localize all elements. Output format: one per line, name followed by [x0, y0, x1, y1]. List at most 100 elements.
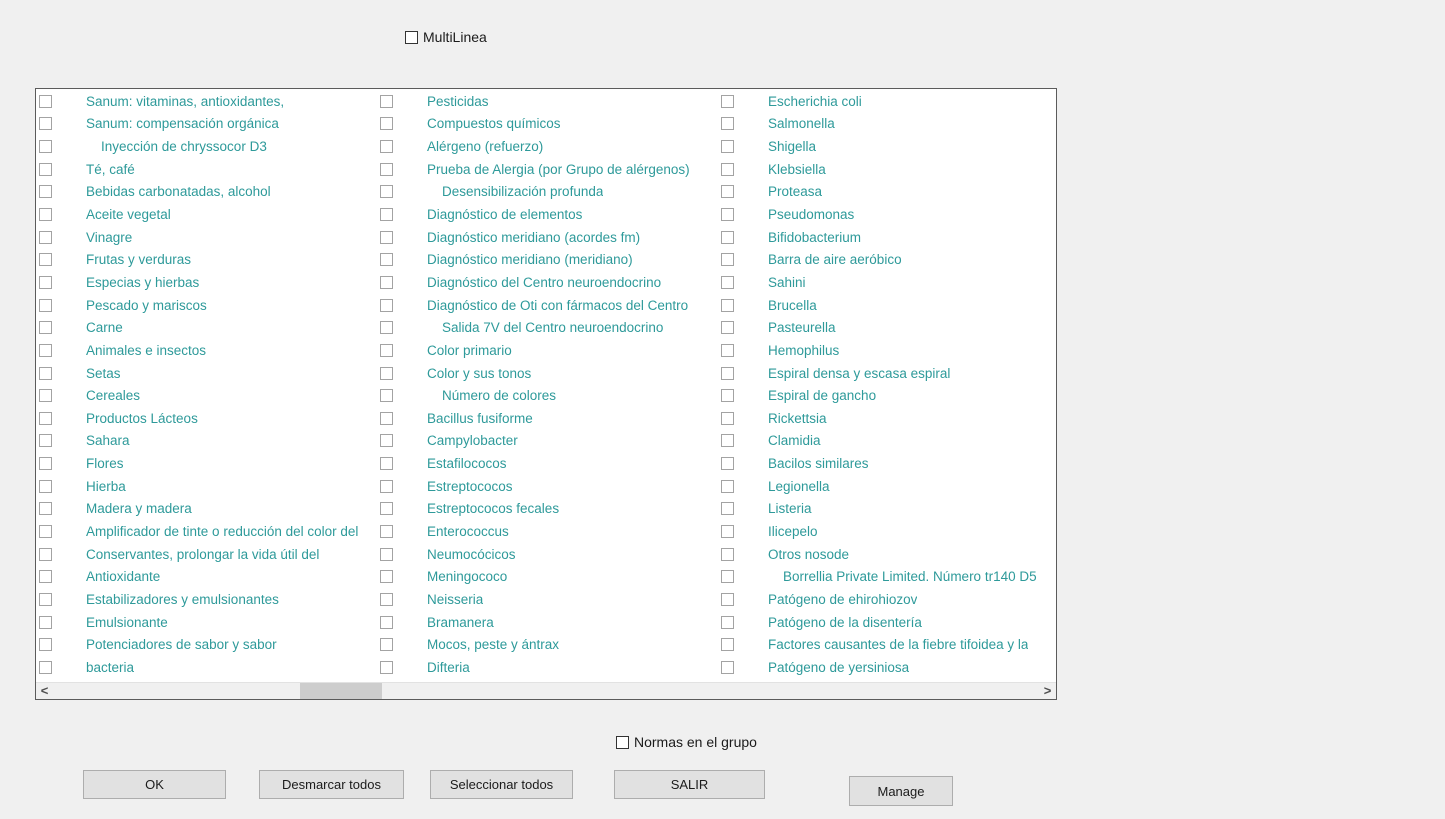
- item-checkbox[interactable]: [39, 615, 52, 629]
- item-label[interactable]: Sanum: compensación orgánica: [86, 116, 279, 132]
- item-checkbox[interactable]: [39, 117, 52, 131]
- item-checkbox[interactable]: [39, 321, 52, 335]
- item-label[interactable]: Borrellia Private Limited. Número tr140 …: [783, 569, 1037, 585]
- item-checkbox[interactable]: [380, 208, 393, 222]
- item-label[interactable]: Diagnóstico de elementos: [427, 207, 583, 223]
- item-checkbox[interactable]: [380, 389, 393, 403]
- item-checkbox[interactable]: [721, 117, 734, 131]
- item-checkbox[interactable]: [39, 253, 52, 267]
- item-label[interactable]: Conservantes, prolongar la vida útil del: [86, 546, 320, 562]
- item-checkbox[interactable]: [39, 547, 52, 561]
- item-label[interactable]: Setas: [86, 365, 121, 381]
- item-label[interactable]: Bifidobacterium: [768, 229, 862, 245]
- item-label[interactable]: Sanum: vitaminas, antioxidantes,: [86, 93, 285, 109]
- item-label[interactable]: Compuestos químicos: [427, 116, 561, 132]
- item-checkbox[interactable]: [39, 434, 52, 448]
- item-label[interactable]: Flores: [86, 456, 124, 472]
- item-checkbox[interactable]: [380, 275, 393, 289]
- item-checkbox[interactable]: [721, 547, 734, 561]
- item-label[interactable]: Brucella: [768, 297, 817, 313]
- item-checkbox[interactable]: [380, 479, 393, 493]
- item-checkbox[interactable]: [39, 185, 52, 199]
- item-checkbox[interactable]: [380, 343, 393, 357]
- item-label[interactable]: Patógeno de yersiniosa: [768, 659, 910, 675]
- scroll-left-arrow-icon[interactable]: <: [40, 683, 49, 698]
- item-label[interactable]: Enterococcus: [427, 523, 509, 539]
- item-checkbox[interactable]: [380, 615, 393, 629]
- items-listbox[interactable]: Sanum: vitaminas, antioxidantes, Sanum: c…: [35, 88, 1057, 700]
- item-checkbox[interactable]: [380, 253, 393, 267]
- item-checkbox[interactable]: [721, 366, 734, 380]
- item-checkbox[interactable]: [39, 592, 52, 606]
- item-checkbox[interactable]: [39, 162, 52, 176]
- select-all-button[interactable]: Seleccionar todos: [430, 770, 573, 799]
- item-label[interactable]: Madera y madera: [86, 501, 192, 517]
- item-checkbox[interactable]: [39, 94, 52, 108]
- item-checkbox[interactable]: [721, 253, 734, 267]
- item-checkbox[interactable]: [39, 524, 52, 538]
- item-label[interactable]: Productos Lácteos: [86, 410, 198, 426]
- manage-button[interactable]: Manage: [849, 776, 953, 806]
- item-label[interactable]: bacteria: [86, 659, 135, 675]
- item-checkbox[interactable]: [380, 185, 393, 199]
- deselect-all-button[interactable]: Desmarcar todos: [259, 770, 404, 799]
- scrollbar-thumb[interactable]: [300, 683, 382, 699]
- item-checkbox[interactable]: [39, 457, 52, 471]
- item-checkbox[interactable]: [380, 660, 393, 674]
- item-label[interactable]: Pesticidas: [427, 93, 489, 109]
- item-label[interactable]: Patógeno de ehirohiozov: [768, 591, 918, 607]
- item-checkbox[interactable]: [380, 162, 393, 176]
- multilinea-checkbox-group[interactable]: MultiLinea: [405, 29, 487, 45]
- item-checkbox[interactable]: [721, 298, 734, 312]
- item-checkbox[interactable]: [721, 660, 734, 674]
- item-label[interactable]: Salida 7V del Centro neuroendocrino: [442, 320, 664, 336]
- item-label[interactable]: Campylobacter: [427, 433, 518, 449]
- scroll-right-arrow-icon[interactable]: >: [1043, 683, 1052, 698]
- item-checkbox[interactable]: [39, 140, 52, 154]
- horizontal-scrollbar[interactable]: < >: [36, 682, 1056, 699]
- item-label[interactable]: Aceite vegetal: [86, 207, 171, 223]
- item-checkbox[interactable]: [380, 298, 393, 312]
- item-label[interactable]: Potenciadores de sabor y sabor: [86, 637, 277, 653]
- item-label[interactable]: Clamidia: [768, 433, 821, 449]
- item-checkbox[interactable]: [380, 524, 393, 538]
- item-label[interactable]: Ilicepelo: [768, 523, 818, 539]
- item-label[interactable]: Sahara: [86, 433, 130, 449]
- item-checkbox[interactable]: [721, 502, 734, 516]
- item-checkbox[interactable]: [721, 592, 734, 606]
- item-label[interactable]: Carne: [86, 320, 123, 336]
- item-label[interactable]: Estafilococos: [427, 456, 507, 472]
- item-checkbox[interactable]: [721, 411, 734, 425]
- item-label[interactable]: Espiral de gancho: [768, 388, 877, 404]
- item-checkbox[interactable]: [721, 389, 734, 403]
- item-checkbox[interactable]: [39, 502, 52, 516]
- item-label[interactable]: Cereales: [86, 388, 141, 404]
- item-checkbox[interactable]: [380, 502, 393, 516]
- item-checkbox[interactable]: [380, 411, 393, 425]
- item-checkbox[interactable]: [721, 275, 734, 289]
- item-label[interactable]: Rickettsia: [768, 410, 827, 426]
- item-checkbox[interactable]: [721, 208, 734, 222]
- item-label[interactable]: Bacilos similares: [768, 456, 869, 472]
- item-label[interactable]: Color primario: [427, 342, 512, 358]
- item-checkbox[interactable]: [39, 366, 52, 380]
- item-label[interactable]: Inyección de chryssocor D3: [101, 139, 267, 155]
- item-label[interactable]: Meningococo: [427, 569, 508, 585]
- item-checkbox[interactable]: [721, 94, 734, 108]
- item-checkbox[interactable]: [380, 321, 393, 335]
- item-checkbox[interactable]: [721, 230, 734, 244]
- item-label[interactable]: Klebsiella: [768, 161, 826, 177]
- item-label[interactable]: Pasteurella: [768, 320, 836, 336]
- scrollbar-track[interactable]: [53, 683, 1039, 699]
- item-label[interactable]: Antioxidante: [86, 569, 161, 585]
- item-checkbox[interactable]: [39, 275, 52, 289]
- item-label[interactable]: Vinagre: [86, 229, 133, 245]
- item-checkbox[interactable]: [721, 524, 734, 538]
- item-label[interactable]: Bacillus fusiforme: [427, 410, 533, 426]
- item-checkbox[interactable]: [380, 366, 393, 380]
- item-checkbox[interactable]: [721, 321, 734, 335]
- item-checkbox[interactable]: [39, 389, 52, 403]
- item-label[interactable]: Bramanera: [427, 614, 494, 630]
- item-label[interactable]: Salmonella: [768, 116, 835, 132]
- item-label[interactable]: Escherichia coli: [768, 93, 862, 109]
